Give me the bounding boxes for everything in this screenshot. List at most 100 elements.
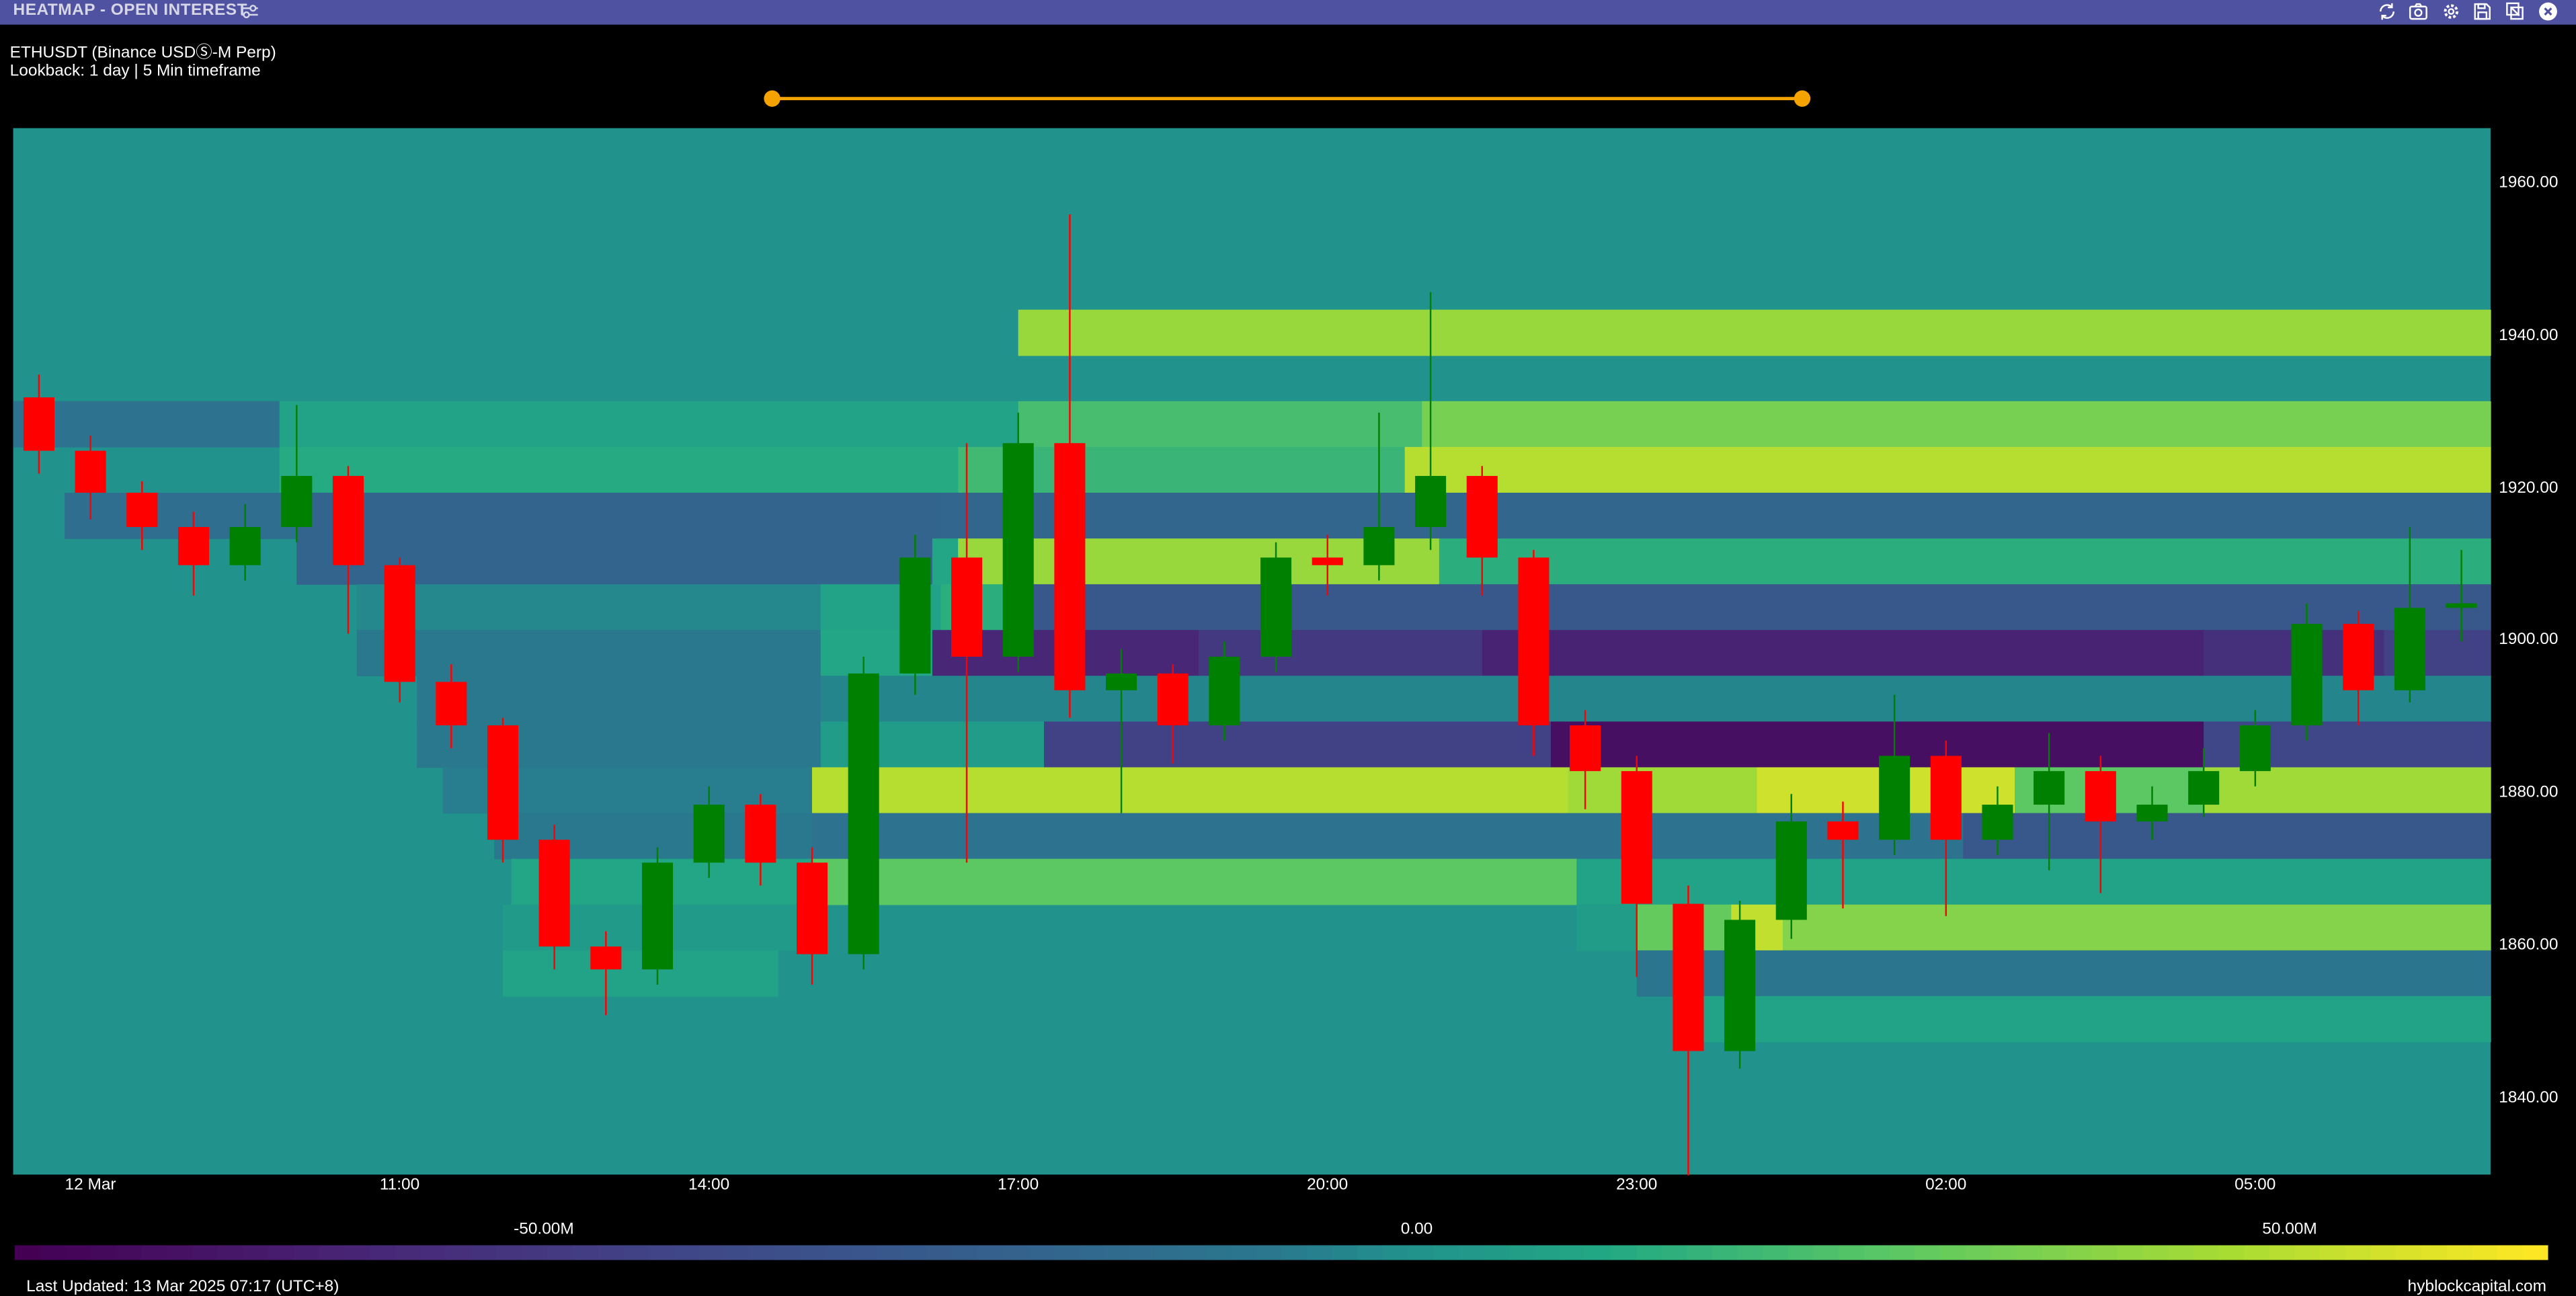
- colorbar-segment: [1332, 1245, 1359, 1260]
- colorbar-segment: [2396, 1245, 2423, 1260]
- candle-body: [332, 476, 364, 565]
- colorbar-segment: [2472, 1245, 2499, 1260]
- colorbar-segment: [2497, 1245, 2524, 1260]
- save-icon[interactable]: [2472, 1, 2492, 21]
- x-tick-label: 14:00: [688, 1176, 730, 1194]
- camera-icon[interactable]: [2409, 1, 2428, 21]
- colorbar-segment: [243, 1245, 270, 1260]
- colorbar-segment: [1357, 1245, 1384, 1260]
- time-range-slider-track[interactable]: [772, 97, 1802, 101]
- colorbar-segment: [1180, 1245, 1207, 1260]
- sliders-icon[interactable]: [240, 1, 259, 21]
- colorbar-segment: [698, 1245, 726, 1260]
- candle-body: [126, 492, 158, 528]
- colorbar-segment: [496, 1245, 523, 1260]
- heatmap-cell: [1043, 721, 1552, 768]
- colorbar-segment: [369, 1245, 397, 1260]
- x-tick-label: 05:00: [2235, 1176, 2276, 1194]
- colorbar-segment: [2244, 1245, 2271, 1260]
- heatmap-cell: [1404, 446, 2491, 493]
- candle-body: [538, 840, 570, 947]
- colorbar-segment: [2016, 1245, 2043, 1260]
- colorbar-segment: [217, 1245, 245, 1260]
- candle-body: [1312, 557, 1343, 565]
- colorbar-segment: [445, 1245, 473, 1260]
- y-tick-label: 1920.00: [2499, 479, 2559, 497]
- colorbar-segment: [521, 1245, 549, 1260]
- candle-body: [2291, 624, 2323, 726]
- heatmap-cell: [1576, 858, 2491, 905]
- heatmap-cell: [296, 492, 942, 539]
- heatmap-cell: [417, 676, 821, 723]
- refresh-icon[interactable]: [2377, 1, 2397, 21]
- colorbar-segment: [850, 1245, 878, 1260]
- colorbar-segment: [1433, 1245, 1460, 1260]
- colorbar-segment: [1661, 1245, 1689, 1260]
- colorbar-segment: [1965, 1245, 1993, 1260]
- candle-body: [2394, 608, 2425, 690]
- colorbar-tick-label: -50.00M: [514, 1220, 574, 1239]
- y-tick-label: 1960.00: [2499, 173, 2559, 192]
- colorbar-segment: [2421, 1245, 2448, 1260]
- colorbar-segment: [2345, 1245, 2372, 1260]
- colorbar-segment: [2370, 1245, 2398, 1260]
- popout-icon[interactable]: [2505, 1, 2525, 21]
- title-bar: HEATMAP - OPEN INTEREST: [0, 0, 2576, 25]
- candle-body: [487, 725, 519, 840]
- heatmap-cell: [820, 676, 2491, 723]
- colorbar-segment: [40, 1245, 67, 1260]
- colorbar-segment: [1509, 1245, 1536, 1260]
- heatmap-cell: [1568, 767, 1758, 814]
- candle-body: [384, 565, 415, 682]
- colorbar-segment: [192, 1245, 219, 1260]
- y-tick-label: 1900.00: [2499, 631, 2559, 650]
- colorbar-segment: [1737, 1245, 1765, 1260]
- colorbar-segment: [2269, 1245, 2296, 1260]
- candle-body: [2136, 805, 2168, 822]
- candle-body: [75, 450, 106, 493]
- candle-body: [951, 557, 983, 657]
- y-tick-label: 1880.00: [2499, 784, 2559, 803]
- gear-icon[interactable]: [2442, 1, 2461, 21]
- colorbar-segment: [1687, 1245, 1714, 1260]
- colorbar-segment: [1712, 1245, 1739, 1260]
- colorbar-segment: [1154, 1245, 1182, 1260]
- colorbar-segment: [91, 1245, 118, 1260]
- candle-body: [1209, 656, 1240, 726]
- x-tick-label: 23:00: [1616, 1176, 1658, 1194]
- colorbar-segment: [749, 1245, 776, 1260]
- candle-body: [1466, 476, 1498, 558]
- range-start-handle[interactable]: [764, 90, 780, 107]
- colorbar-segment: [622, 1245, 649, 1260]
- colorbar-segment: [2294, 1245, 2322, 1260]
- heatmap-cell: [811, 813, 1964, 860]
- candle-body: [1415, 476, 1447, 528]
- colorbar-segment: [724, 1245, 751, 1260]
- close-icon[interactable]: [2538, 1, 2558, 21]
- heatmap-cell: [811, 767, 1569, 814]
- x-tick-label: 20:00: [1307, 1176, 1349, 1194]
- colorbar-segment: [395, 1245, 421, 1260]
- x-tick-label: 12 Mar: [65, 1176, 116, 1194]
- colorbar-segment: [648, 1245, 675, 1260]
- heatmap-cell: [13, 401, 280, 448]
- colorbar-segment: [1002, 1245, 1030, 1260]
- y-tick-label: 1940.00: [2499, 326, 2559, 345]
- brand-link[interactable]: hyblockcapital.com: [2407, 1278, 2547, 1296]
- heatmap-cell: [1963, 813, 2491, 860]
- colorbar-segment: [1129, 1245, 1156, 1260]
- instrument-label: ETHUSDT (Binance USDⓈ-M Perp): [9, 44, 276, 63]
- candle-body: [1157, 673, 1189, 726]
- colorbar-segment: [2168, 1245, 2195, 1260]
- colorbar-segment: [1053, 1245, 1080, 1260]
- colorbar-segment: [572, 1245, 599, 1260]
- candle-body: [1879, 756, 1910, 840]
- colorbar-tick-label: 50.00M: [2262, 1220, 2317, 1239]
- candle-body: [1930, 756, 1962, 840]
- range-end-handle[interactable]: [1794, 90, 1811, 107]
- candle-body: [2034, 771, 2065, 805]
- colorbar-segment: [14, 1245, 42, 1260]
- colorbar-segment: [1205, 1245, 1232, 1260]
- colorbar-segment: [1459, 1245, 1486, 1260]
